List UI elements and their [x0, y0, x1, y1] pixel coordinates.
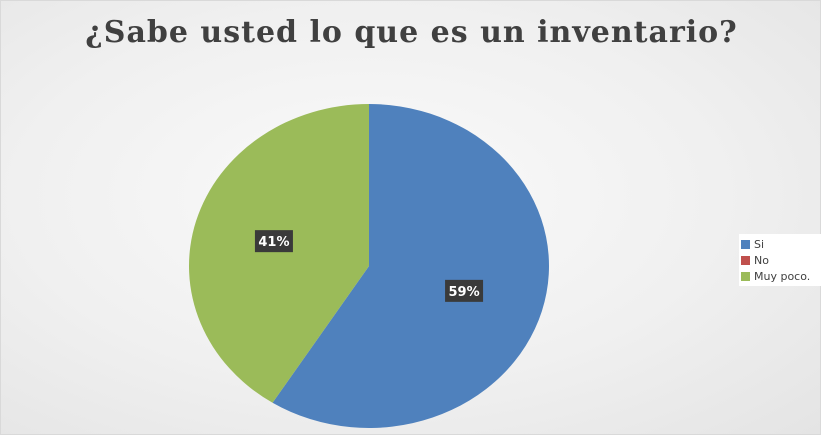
legend-swatch-si	[741, 239, 750, 249]
chart-title: ¿Sabe usted lo que es un inventario?	[85, 15, 738, 50]
data-label-si: 59%	[445, 279, 484, 302]
data-label-text: 59%	[449, 285, 480, 300]
legend-item-no: No	[741, 252, 821, 268]
chart-legend: Si No Muy poco.	[739, 234, 821, 286]
legend-label-no: No	[754, 253, 769, 267]
legend-item-muy-poco: Muy poco.	[741, 268, 821, 284]
legend-swatch-muy-poco	[741, 271, 750, 281]
legend-swatch-no	[741, 255, 750, 265]
legend-label-si: Si	[754, 237, 765, 251]
legend-label-muy-poco: Muy poco.	[754, 269, 811, 283]
pie-slice-si	[272, 104, 549, 428]
legend-item-si: Si	[741, 236, 821, 252]
data-label-muy-poco: 41%	[254, 230, 293, 253]
data-label-box	[254, 230, 293, 253]
pie-slice-muy-poco	[188, 104, 369, 403]
data-label-text: 41%	[258, 235, 289, 250]
data-label-box	[445, 279, 484, 302]
